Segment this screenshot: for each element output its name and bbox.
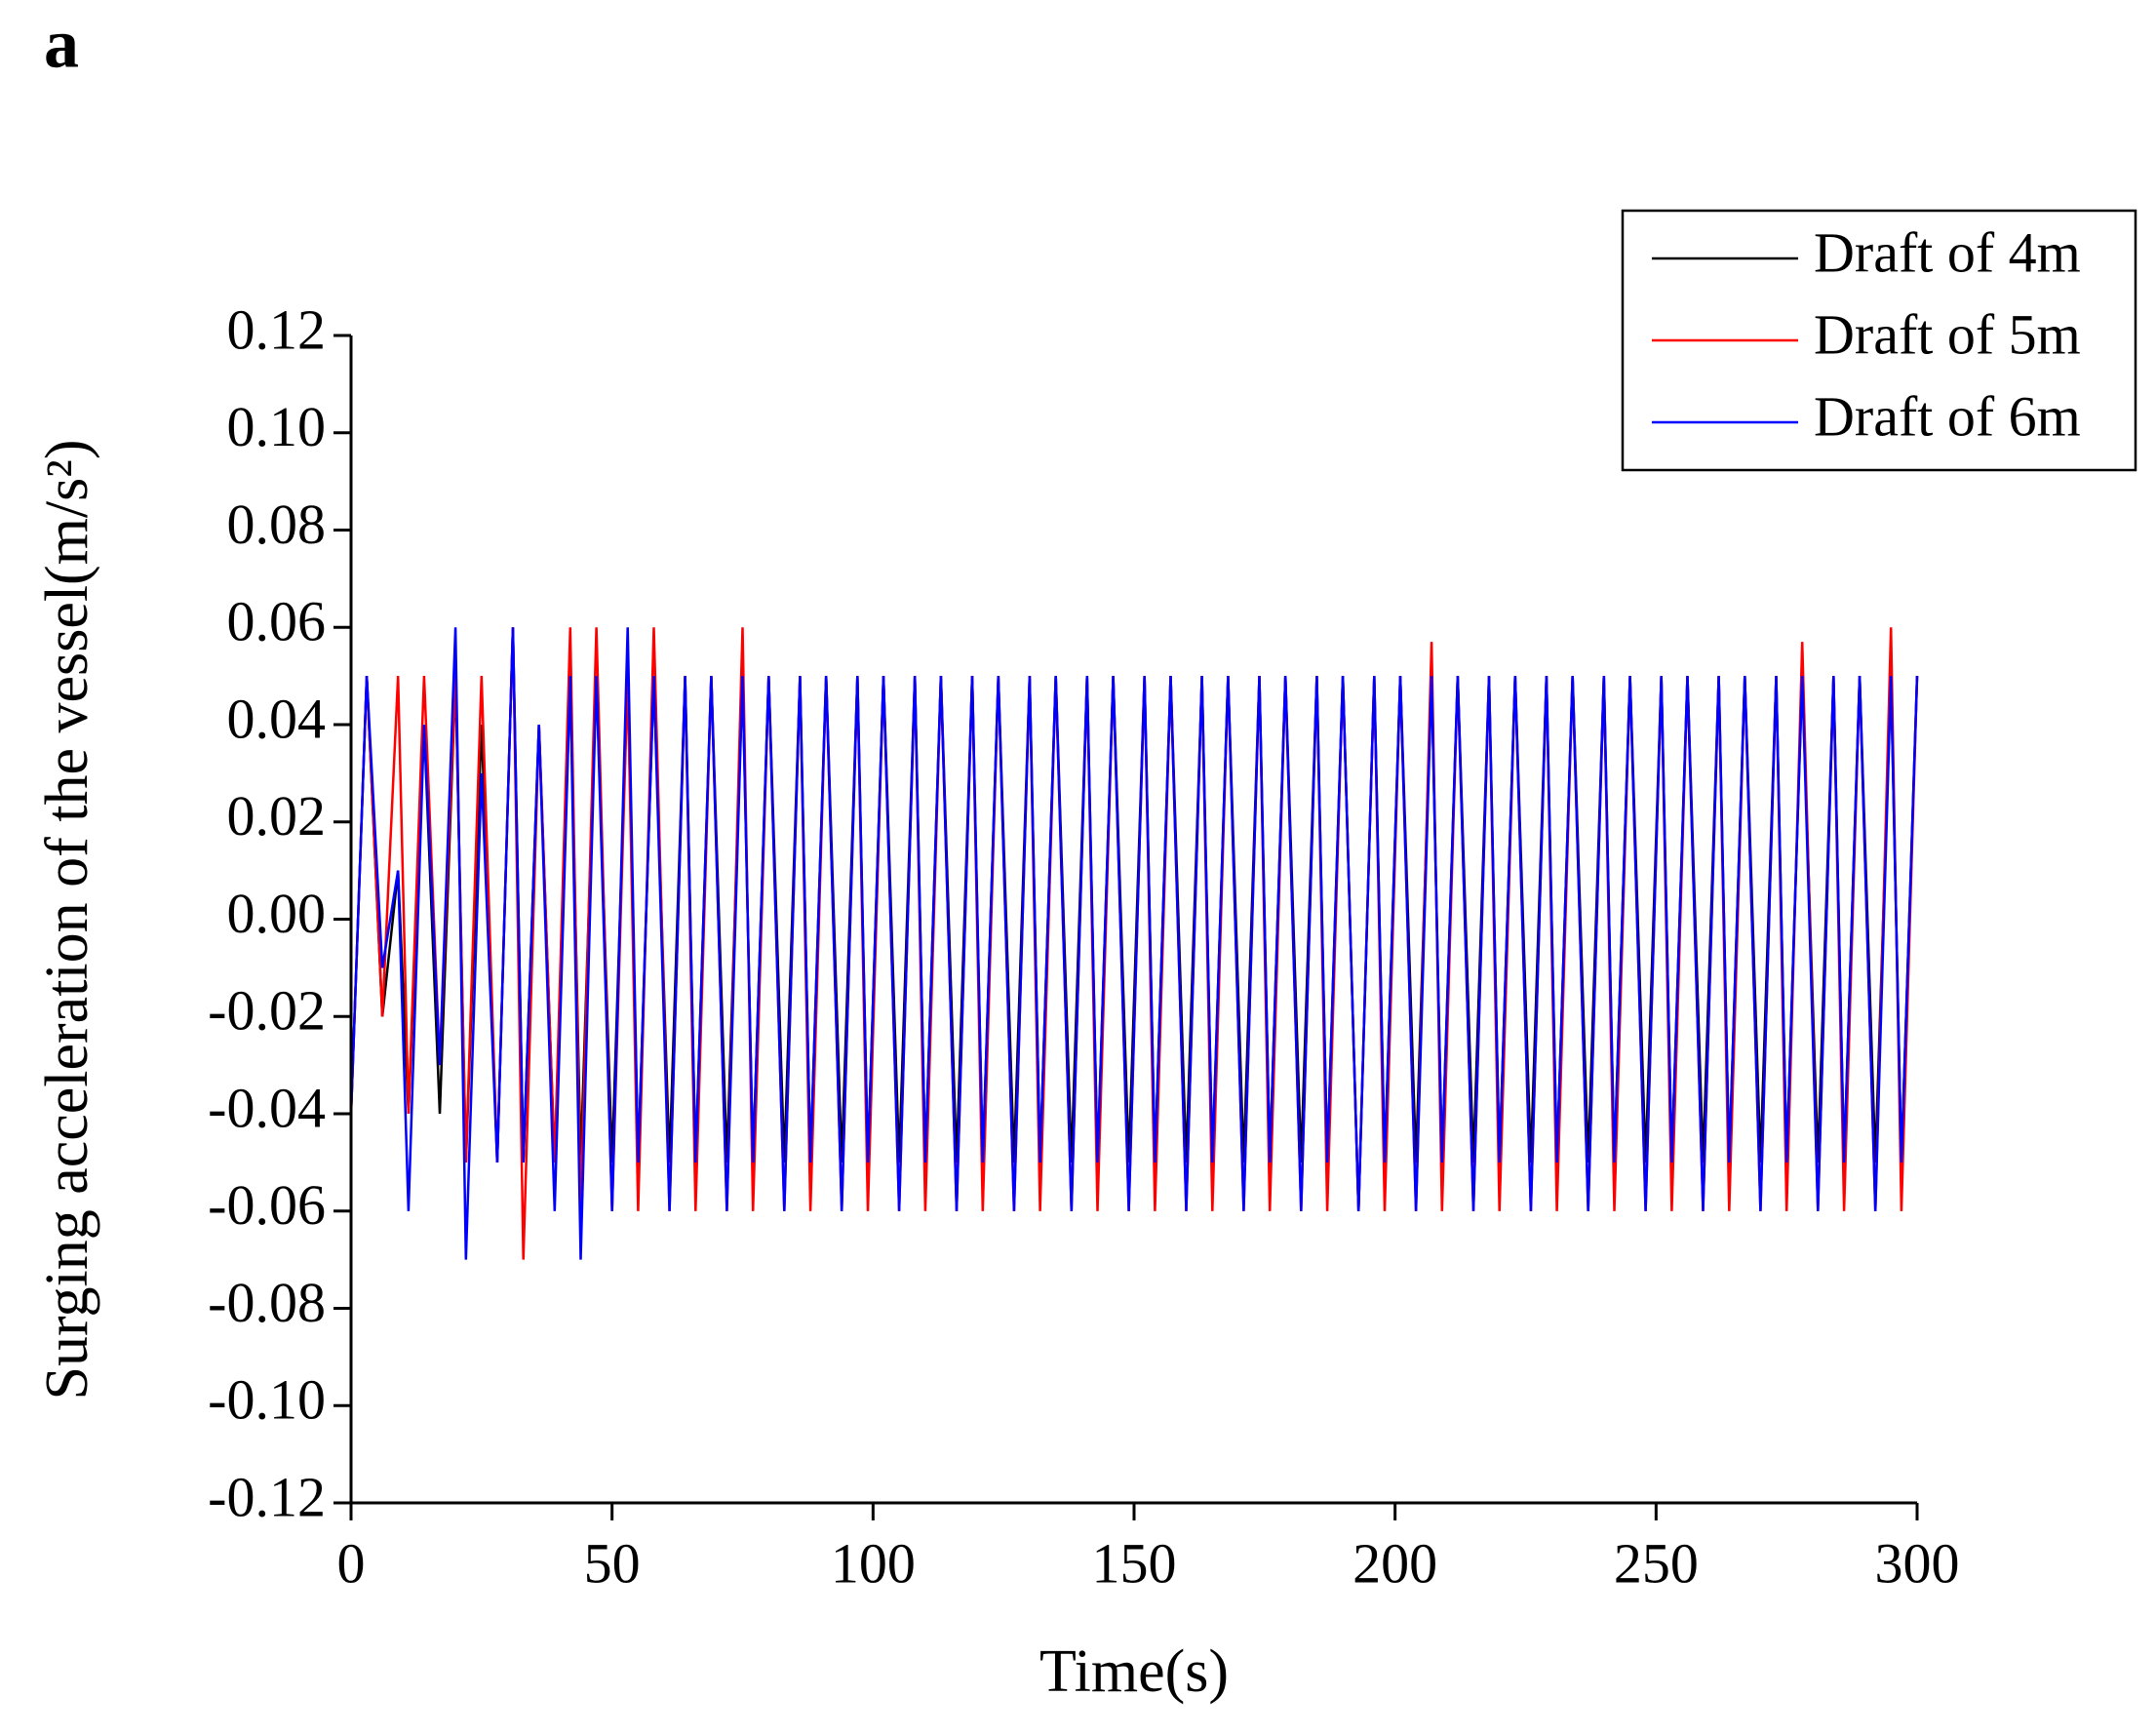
x-tick-label: 150 [1092, 1531, 1177, 1595]
y-tick-label: 0.10 [227, 395, 327, 458]
x-axis-label: Time(s) [1039, 1638, 1229, 1705]
series-line [349, 627, 1919, 1260]
y-axis-label: Surging acceleration of the vessel(m/s²) [34, 439, 100, 1400]
legend-label: Draft of 4m [1814, 220, 2081, 284]
legend-label: Draft of 5m [1814, 302, 2081, 366]
x-tick-label: 50 [584, 1531, 641, 1595]
y-tick-label: -0.10 [208, 1368, 326, 1432]
y-tick-label: -0.06 [208, 1173, 326, 1237]
panel-label: a [44, 5, 79, 83]
y-tick-label: -0.12 [208, 1465, 326, 1528]
y-tick-label: 0.08 [227, 493, 327, 556]
x-tick-label: 100 [831, 1531, 916, 1595]
x-tick-label: 250 [1614, 1531, 1699, 1595]
y-tick-label: 0.00 [227, 882, 327, 945]
y-tick-label: 0.02 [227, 784, 327, 848]
y-tick-label: -0.02 [208, 979, 326, 1043]
x-tick-label: 200 [1352, 1531, 1437, 1595]
series-line [349, 627, 1919, 1260]
y-tick-label: 0.04 [227, 687, 327, 750]
series-line [349, 627, 1919, 1211]
y-tick-label: -0.08 [208, 1271, 326, 1334]
x-tick-label: 0 [337, 1531, 366, 1595]
legend-label: Draft of 6m [1814, 384, 2081, 448]
y-tick-label: 0.12 [227, 297, 327, 361]
x-tick-label: 300 [1875, 1531, 1960, 1595]
y-tick-label: -0.04 [208, 1076, 326, 1139]
y-tick-label: 0.06 [227, 590, 327, 653]
